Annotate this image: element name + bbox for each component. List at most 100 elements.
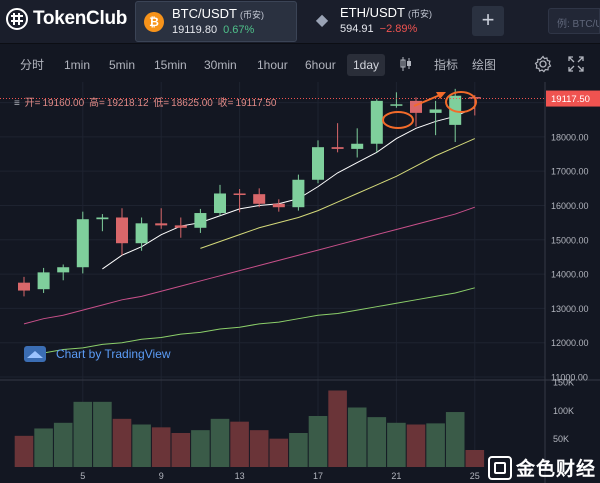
y-tick-label: 11000.00	[551, 373, 588, 383]
volume-tick-label: 100K	[553, 406, 574, 416]
chart-toolbar: 分时 1min 5min 15min 30min 1hour 6hour 1da…	[0, 48, 600, 82]
candle-body	[214, 193, 226, 214]
last-price-label: 19117.50	[551, 94, 590, 105]
x-tick-label: 5	[80, 471, 85, 481]
candle	[116, 208, 128, 256]
candle-body	[135, 223, 148, 244]
x-tick-label: 17	[313, 471, 323, 481]
x-tick-label: 9	[159, 471, 164, 481]
candle-body	[116, 217, 128, 244]
candle	[37, 267, 50, 293]
candle	[253, 188, 266, 208]
candle-body	[331, 147, 344, 149]
draw-tools-button[interactable]: 绘图	[472, 58, 497, 72]
candle-body	[312, 147, 324, 180]
candle	[351, 128, 364, 158]
volume-bar	[269, 438, 289, 467]
ohlc-legend: ≡ 开= 19160.00 高= 19218.12 低= 18625.00 收= 191…	[14, 94, 278, 109]
candle-body	[233, 193, 246, 195]
volume-bar	[445, 412, 465, 467]
ticker-change: 0.67%	[223, 24, 255, 36]
ticker-change: −2.89%	[379, 23, 418, 35]
candle-body	[37, 272, 50, 290]
candle	[331, 123, 344, 153]
last-price-tag	[546, 90, 600, 107]
annotation-ellipse-1	[382, 111, 414, 129]
timeframe-1min[interactable]: 1min	[64, 58, 91, 72]
volume-bar	[387, 422, 406, 467]
volume-bar	[308, 416, 328, 467]
timeframe-1day[interactable]: 1day	[347, 54, 386, 76]
candle	[429, 100, 442, 136]
volume-bar	[191, 430, 210, 467]
settings-gear-icon[interactable]	[534, 55, 552, 76]
candlestick-type-icon[interactable]	[398, 56, 414, 75]
candle	[390, 92, 403, 108]
volume-bar	[53, 422, 73, 467]
volume-bar	[171, 433, 191, 467]
candle-body	[76, 219, 89, 268]
ma30-line	[23, 206, 475, 325]
candle-body	[253, 194, 266, 204]
watermark-text: 金色财经	[516, 459, 597, 480]
pair-exchange: (币安)	[240, 10, 264, 20]
ticker-btc[interactable]: ₿ BTC/USDT (币安) 19119.80 0.67%	[135, 1, 297, 42]
tokenclub-logo-icon	[6, 8, 28, 30]
close-label: 收=	[217, 98, 234, 109]
candle-body	[272, 203, 285, 208]
annotation-ellipse-2	[445, 91, 477, 113]
timeframe-1hour[interactable]: 1hour	[257, 58, 288, 72]
y-tick-label: 14000.00	[551, 270, 589, 280]
ticker-price: 19119.80	[172, 24, 218, 36]
top-bar: TokenClub ₿ BTC/USDT (币安) 19119.80 0.67% ◆…	[0, 0, 600, 44]
annotation-arrow	[413, 94, 441, 107]
fullscreen-icon[interactable]	[568, 56, 584, 75]
watermark: 金色财经	[488, 454, 596, 481]
y-tick-label: 16000.00	[551, 201, 589, 211]
y-tick-label: 13000.00	[551, 304, 589, 314]
annotation-marks	[382, 91, 477, 129]
indicators-button[interactable]: 指标	[434, 58, 459, 72]
ticker-price-row: 19119.80 0.67%	[172, 24, 254, 36]
timeframe-line[interactable]: 分时	[20, 58, 45, 72]
timeframe-5min[interactable]: 5min	[109, 58, 136, 72]
volume-bar	[132, 424, 151, 467]
search-input[interactable]: 例: BTC/USDT	[548, 8, 600, 34]
low-label: 低=	[153, 98, 170, 109]
price-chart[interactable]: 11000.00 12000.00 13000.00 14000.00 15000.00…	[0, 82, 600, 483]
candle	[76, 211, 89, 274]
tradingview-icon	[24, 346, 46, 362]
ma5-line	[102, 107, 476, 270]
x-tick-label: 13	[235, 471, 245, 481]
legend-toggle-icon[interactable]: ≡	[14, 98, 20, 109]
candle	[233, 189, 246, 213]
add-pair-button[interactable]: +	[472, 6, 504, 36]
chart-area[interactable]: 11000.00 12000.00 13000.00 14000.00 15000.00…	[0, 82, 600, 483]
open-value: 19160.00	[42, 98, 85, 109]
y-tick-label: 12000.00	[551, 338, 589, 348]
volume-bar	[34, 428, 53, 467]
ticker-eth[interactable]: ◆ ETH/USDT (币安) 594.91 −2.89%	[304, 1, 464, 42]
timeframe-30min[interactable]: 30min	[204, 58, 237, 72]
tradingview-badge[interactable]: Chart by TradingView	[24, 346, 171, 362]
volume-bar	[367, 417, 387, 467]
candle-body	[292, 179, 305, 208]
candle	[155, 208, 168, 229]
candle	[135, 217, 148, 251]
candle-body	[370, 100, 383, 144]
timeframe-15min[interactable]: 15min	[154, 58, 187, 72]
annotation-arrowhead	[436, 92, 446, 99]
candle-body	[57, 267, 70, 273]
high-label: 高=	[88, 98, 105, 109]
volume-bar	[151, 427, 171, 467]
logo[interactable]: TokenClub	[6, 8, 127, 30]
volume-bar	[93, 401, 112, 467]
close-value: 19117.50	[235, 98, 277, 109]
volume-bar	[289, 433, 308, 467]
candle	[370, 99, 383, 153]
candle-body	[174, 225, 187, 228]
timeframe-6hour[interactable]: 6hour	[305, 58, 336, 72]
high-value: 19218.12	[106, 98, 149, 109]
x-tick-label: 21	[391, 471, 401, 481]
volume-bar	[465, 450, 485, 467]
